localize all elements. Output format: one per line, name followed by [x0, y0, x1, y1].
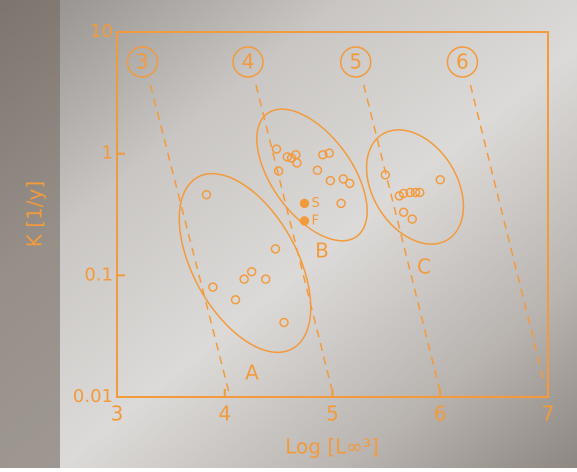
- data-point: [201, 189, 212, 200]
- ellipses: [178, 108, 465, 354]
- data-point: [260, 274, 271, 284]
- group-ellipse: [178, 172, 312, 354]
- point-label: F: [311, 213, 318, 228]
- data-point: [246, 267, 257, 277]
- guide-line: [363, 84, 441, 393]
- x-tick-label: 7: [542, 402, 555, 426]
- data-point: [398, 207, 409, 217]
- guide-label: 5: [349, 49, 362, 73]
- y-tick-label: 1: [102, 143, 113, 164]
- guide-label-circle: [232, 46, 264, 78]
- guide-line: [255, 84, 334, 393]
- data-point: [230, 294, 241, 305]
- data-point: [325, 175, 336, 186]
- data-point: [338, 174, 349, 184]
- group-label: A: [245, 361, 259, 385]
- data-point: [410, 187, 421, 198]
- data-point: [324, 148, 335, 158]
- x-tick-label: 5: [326, 402, 339, 426]
- guide-line: [469, 84, 546, 385]
- data-point: [239, 274, 249, 284]
- y-tick-label: 0.01: [73, 386, 113, 407]
- group-label: B: [315, 239, 329, 263]
- data-point: [318, 149, 328, 160]
- guide-label: 3: [136, 49, 149, 73]
- data-point: [299, 216, 310, 226]
- data-point: [271, 144, 282, 154]
- data-point: [270, 244, 281, 254]
- guide-label-circle: [339, 46, 372, 78]
- data-point: [273, 166, 284, 176]
- data-point: [435, 175, 445, 185]
- data-point: [405, 187, 415, 198]
- data-point: [398, 188, 409, 199]
- data-point: [279, 317, 289, 328]
- x-tick-label: 3: [111, 402, 124, 426]
- group-ellipse: [256, 108, 368, 242]
- group-label: C: [417, 255, 431, 279]
- guide-label: 4: [242, 49, 255, 73]
- guide-label: 6: [456, 49, 469, 73]
- data-point: [336, 198, 346, 209]
- data-point: [292, 158, 302, 168]
- group-ellipse: [365, 129, 465, 245]
- guide-label-circle: [126, 46, 159, 78]
- background-shade: [0, 0, 60, 468]
- data-point: [282, 152, 292, 162]
- data-point: [344, 178, 355, 189]
- x-axis-title: Log [L∞³]: [285, 435, 379, 459]
- x-tick-label: 4: [218, 402, 231, 426]
- y-axis-title: K [1/y]: [23, 181, 47, 247]
- data-point: [407, 214, 417, 224]
- data-point: [415, 187, 425, 198]
- y-tick-label: 0.1: [84, 264, 113, 285]
- x-tick-label: 6: [434, 402, 447, 426]
- guide-label-circle: [446, 46, 479, 78]
- point-label: S: [311, 196, 319, 211]
- guide-line: [149, 84, 231, 398]
- y-tick-label: 10: [90, 21, 113, 42]
- data-point: [380, 170, 391, 180]
- data-point: [312, 165, 323, 176]
- data-point: [208, 282, 218, 292]
- data-point: [299, 198, 310, 209]
